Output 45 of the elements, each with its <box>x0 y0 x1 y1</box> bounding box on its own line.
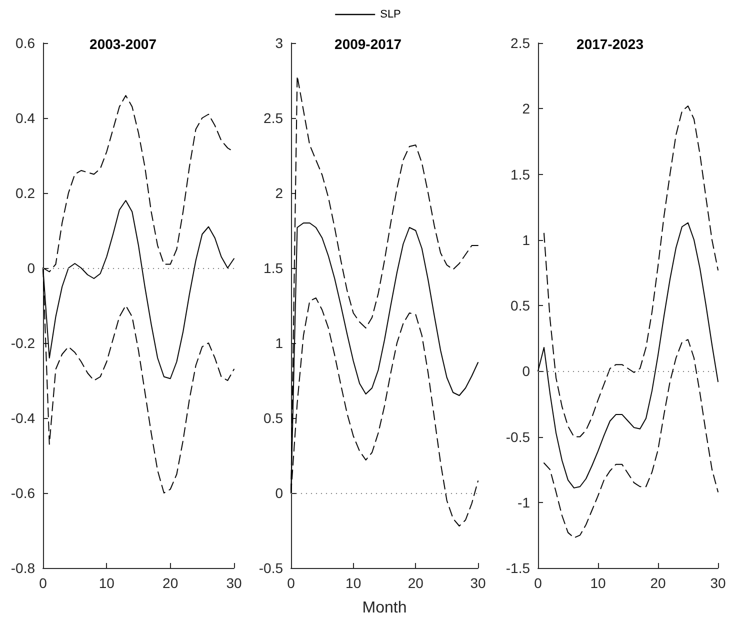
chart-title: 2017-2023 <box>576 36 644 52</box>
chart-title: 2009-2017 <box>334 36 402 52</box>
line-series <box>538 222 718 488</box>
y-tick-label: 2.5 <box>510 35 530 51</box>
y-tick-label: 2 <box>522 100 530 117</box>
y-tick-label: 3 <box>275 35 284 51</box>
y-tick-label: 1.5 <box>510 166 530 182</box>
x-tick-label: 30 <box>710 575 726 591</box>
x-tick-label: 20 <box>650 575 666 591</box>
y-tick-label: -0.5 <box>506 428 530 445</box>
y-tick-label: 1.5 <box>264 260 284 276</box>
x-tick-label: 10 <box>590 575 606 591</box>
x-tick-label: 10 <box>98 575 115 591</box>
y-tick-label: 2 <box>275 185 284 201</box>
legend-label: SLP <box>380 8 401 20</box>
y-tick-label: -1 <box>518 494 530 510</box>
chart-title: 2003-2007 <box>90 36 157 52</box>
x-tick-label: 0 <box>287 575 296 591</box>
y-tick-label: -0.4 <box>10 410 36 426</box>
x-tick-label: 0 <box>534 575 542 591</box>
y-tick-label: -0.5 <box>258 560 284 576</box>
x-tick-label: 0 <box>39 575 48 591</box>
y-tick-label: 0 <box>275 485 284 501</box>
x-tick-label: 20 <box>162 575 178 591</box>
y-tick-label: 1 <box>275 335 284 351</box>
x-tick-label: 20 <box>408 575 424 591</box>
y-tick-label: 1 <box>522 232 530 248</box>
y-tick-label: 0.4 <box>16 110 36 126</box>
y-tick-label: -0.6 <box>10 485 36 501</box>
y-tick-label: 0.5 <box>510 298 530 314</box>
x-axis-title: Month <box>362 600 407 616</box>
y-tick-label: 0 <box>522 363 530 380</box>
y-tick-label: 0.5 <box>264 410 284 426</box>
y-tick-label: -0.2 <box>10 335 36 351</box>
y-tick-label: 2.5 <box>264 110 284 126</box>
line-series <box>544 339 718 538</box>
x-tick-label: 10 <box>346 575 362 591</box>
y-tick-label: -0.8 <box>10 560 36 576</box>
line-series <box>544 106 718 438</box>
y-tick-label: 0.2 <box>16 185 36 201</box>
x-tick-label: 30 <box>470 575 486 591</box>
y-tick-label: 0.6 <box>16 35 36 51</box>
x-tick-label: 30 <box>226 575 242 591</box>
y-tick-label: -1.5 <box>506 560 530 576</box>
y-tick-label: 0 <box>27 260 36 276</box>
